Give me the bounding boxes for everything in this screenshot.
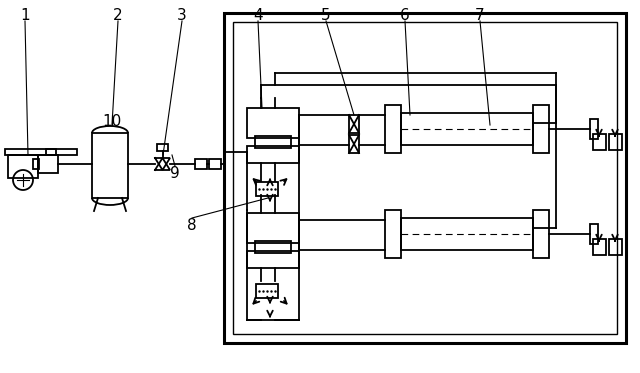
Bar: [247, 108, 299, 138]
Bar: [401, 218, 533, 250]
Bar: [255, 241, 291, 253]
Bar: [256, 284, 278, 298]
Bar: [590, 119, 598, 139]
Bar: [590, 224, 598, 244]
Bar: [5, 149, 77, 155]
Bar: [385, 105, 401, 153]
Text: 4: 4: [253, 7, 263, 22]
Text: 7: 7: [475, 7, 485, 22]
Bar: [157, 144, 168, 151]
Text: 6: 6: [400, 7, 410, 22]
Bar: [609, 239, 622, 255]
Bar: [533, 210, 549, 258]
Text: 2: 2: [113, 7, 123, 22]
Bar: [247, 146, 299, 163]
Bar: [224, 13, 626, 343]
Text: 9: 9: [170, 166, 180, 181]
Bar: [247, 251, 299, 268]
Bar: [593, 239, 606, 255]
Bar: [256, 182, 278, 196]
Bar: [401, 113, 533, 145]
Bar: [233, 22, 617, 334]
Text: 1: 1: [20, 7, 30, 22]
Text: 10: 10: [102, 113, 122, 129]
Bar: [209, 159, 221, 169]
Bar: [255, 136, 291, 148]
Text: 5: 5: [321, 7, 331, 22]
Bar: [385, 210, 401, 258]
Text: 8: 8: [187, 217, 197, 232]
Bar: [349, 115, 359, 133]
Bar: [349, 135, 359, 153]
Bar: [195, 159, 207, 169]
Bar: [609, 134, 622, 150]
Bar: [533, 105, 549, 153]
Text: 3: 3: [177, 7, 187, 22]
Bar: [92, 133, 128, 198]
Bar: [38, 155, 58, 173]
Bar: [46, 149, 56, 155]
Bar: [247, 213, 299, 243]
Bar: [33, 159, 39, 169]
Bar: [8, 155, 38, 178]
Bar: [593, 134, 606, 150]
